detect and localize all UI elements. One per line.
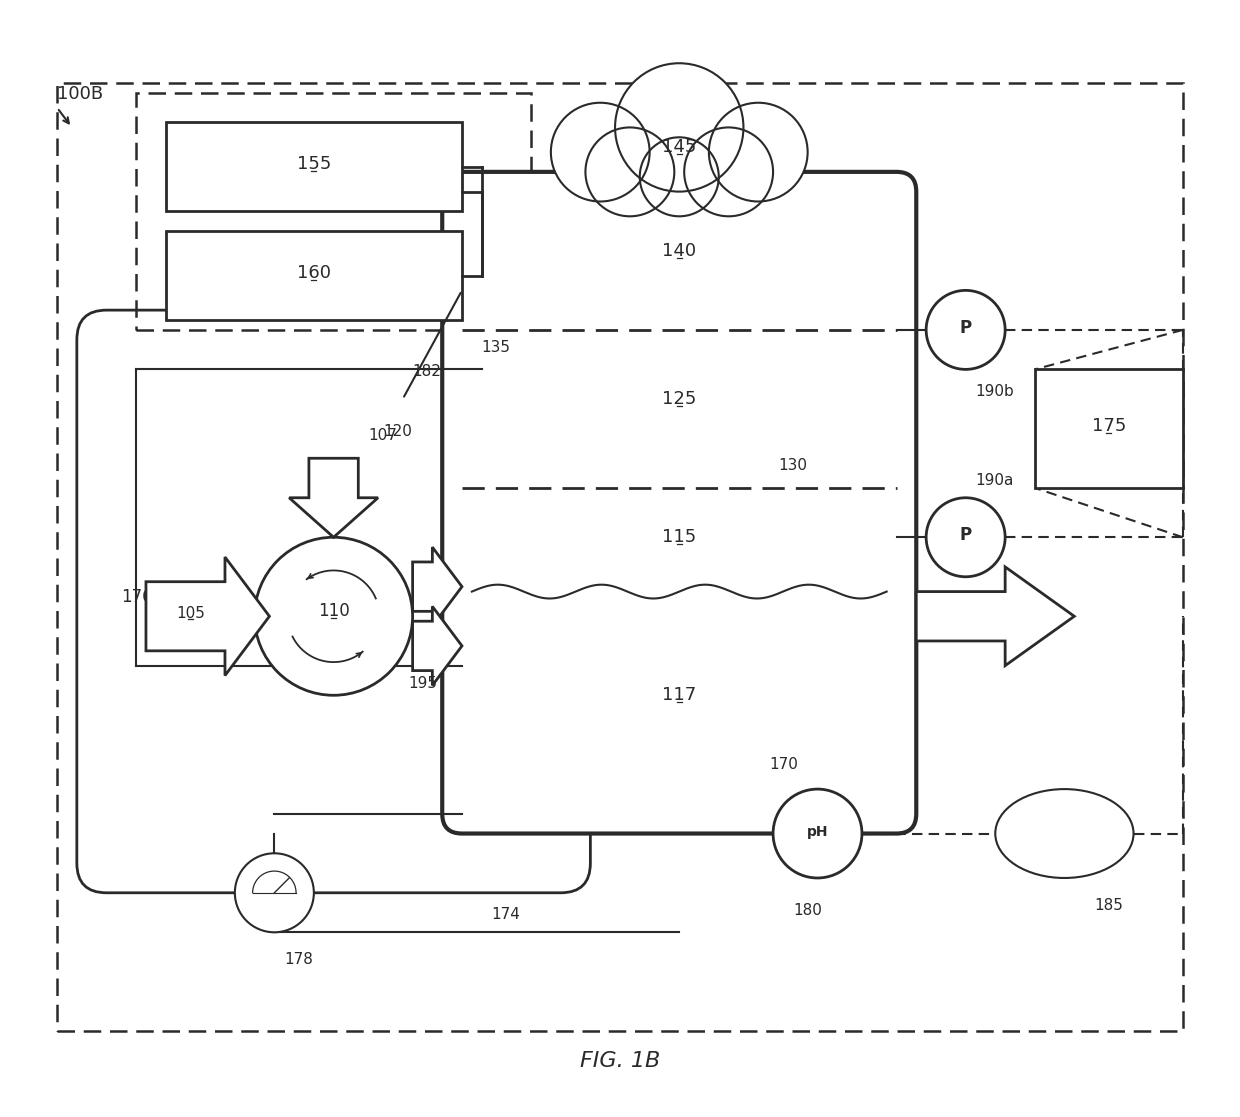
- Text: 176: 176: [122, 588, 153, 605]
- Text: 105: 105: [176, 605, 205, 621]
- Text: 135: 135: [482, 340, 511, 355]
- Polygon shape: [289, 458, 378, 537]
- Text: 185: 185: [1094, 898, 1123, 913]
- Ellipse shape: [570, 113, 787, 201]
- Bar: [136, 93, 531, 330]
- Ellipse shape: [996, 789, 1133, 878]
- Circle shape: [585, 127, 675, 217]
- FancyBboxPatch shape: [166, 123, 463, 211]
- Text: 160: 160: [296, 264, 331, 281]
- Text: 120: 120: [383, 423, 412, 439]
- Text: 100B: 100B: [57, 85, 103, 103]
- Polygon shape: [625, 113, 734, 192]
- Text: 182: 182: [413, 364, 441, 380]
- Text: 140: 140: [662, 242, 697, 260]
- Text: 155: 155: [296, 155, 331, 173]
- Text: 180: 180: [794, 903, 822, 918]
- Polygon shape: [413, 607, 463, 686]
- Circle shape: [254, 537, 413, 695]
- Text: 130: 130: [777, 458, 807, 474]
- Text: 110: 110: [317, 602, 350, 620]
- Text: 115: 115: [662, 528, 697, 546]
- Text: 190b: 190b: [976, 384, 1014, 399]
- Circle shape: [640, 137, 719, 217]
- Circle shape: [551, 103, 650, 201]
- Text: 107: 107: [368, 429, 397, 443]
- Text: 150: 150: [572, 164, 600, 180]
- Text: 174: 174: [491, 907, 521, 923]
- Text: 125: 125: [662, 390, 697, 408]
- Text: pH: pH: [807, 824, 828, 839]
- Text: 170: 170: [769, 757, 797, 772]
- FancyBboxPatch shape: [443, 172, 916, 833]
- Polygon shape: [916, 567, 1074, 666]
- Circle shape: [684, 127, 773, 217]
- Bar: [57, 83, 1183, 1031]
- Text: FIG. 1B: FIG. 1B: [580, 1051, 660, 1071]
- Text: P: P: [960, 526, 972, 544]
- Circle shape: [709, 103, 807, 201]
- Circle shape: [926, 290, 1006, 370]
- Text: P: P: [960, 318, 972, 337]
- Polygon shape: [413, 547, 463, 627]
- Circle shape: [234, 853, 314, 933]
- Text: 145: 145: [662, 139, 697, 156]
- Text: 117: 117: [662, 686, 697, 705]
- Polygon shape: [146, 557, 269, 676]
- Text: 175: 175: [1091, 417, 1126, 435]
- Text: 172: 172: [956, 542, 985, 557]
- FancyBboxPatch shape: [1034, 370, 1183, 488]
- Circle shape: [773, 789, 862, 878]
- Text: 195: 195: [408, 676, 436, 690]
- Circle shape: [926, 498, 1006, 576]
- Text: 190a: 190a: [976, 472, 1014, 488]
- FancyBboxPatch shape: [166, 231, 463, 319]
- Text: 178: 178: [284, 952, 314, 967]
- Circle shape: [615, 64, 744, 192]
